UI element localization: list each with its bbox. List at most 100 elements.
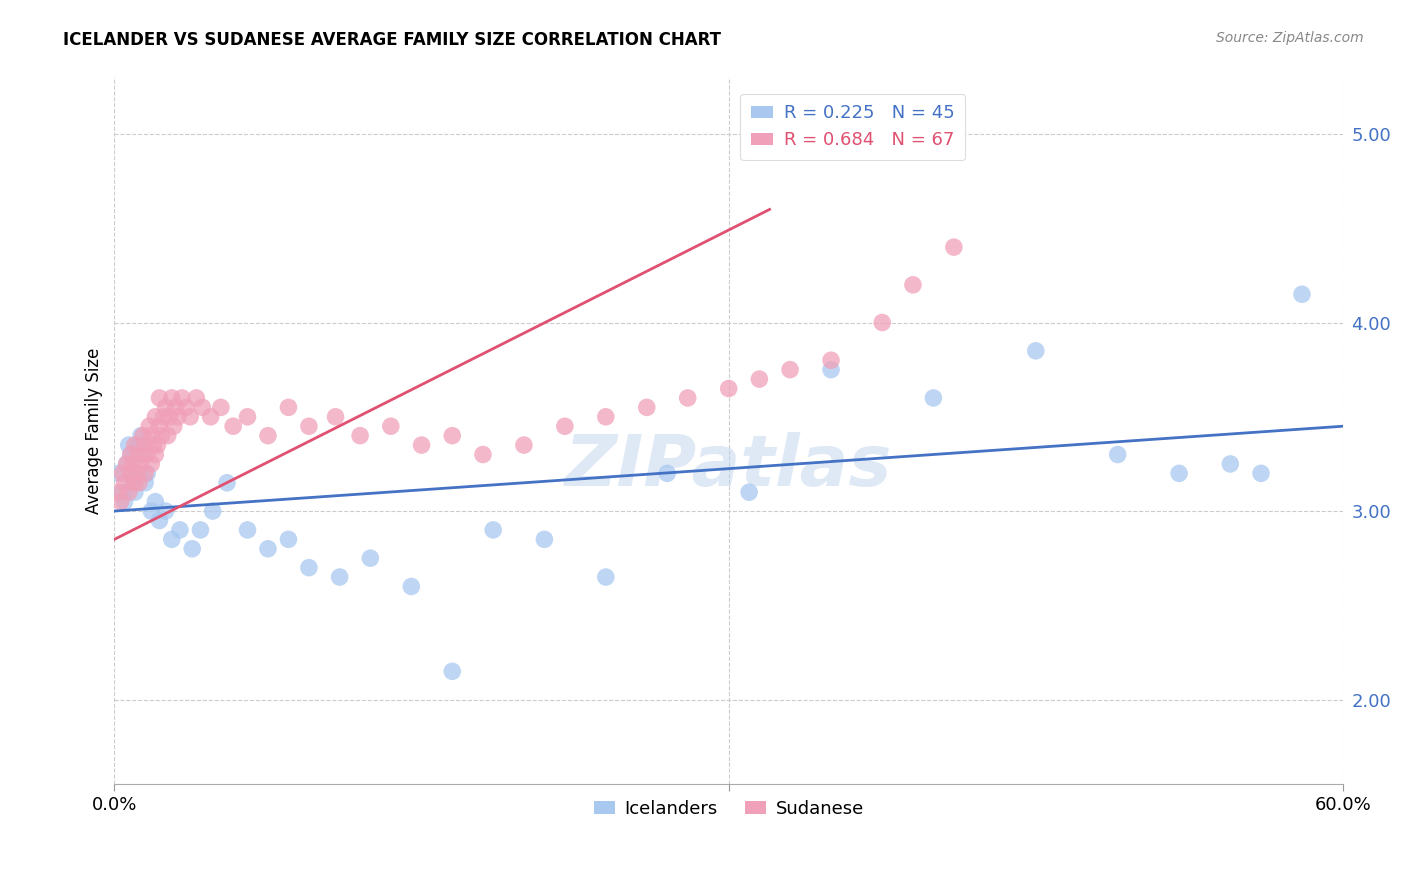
Point	[134, 467, 156, 481]
Point	[942, 240, 965, 254]
Point	[121, 475, 143, 490]
Point	[779, 362, 801, 376]
Point	[107, 485, 129, 500]
Point	[298, 419, 321, 434]
Point	[533, 533, 555, 547]
Point	[120, 467, 142, 481]
Point	[200, 409, 222, 424]
Point	[325, 409, 347, 424]
Point	[411, 438, 433, 452]
Point	[165, 401, 187, 415]
Point	[748, 372, 770, 386]
Point	[901, 277, 924, 292]
Point	[359, 551, 381, 566]
Point	[277, 401, 299, 415]
Point	[118, 438, 141, 452]
Text: ICELANDER VS SUDANESE AVERAGE FAMILY SIZE CORRELATION CHART: ICELANDER VS SUDANESE AVERAGE FAMILY SIZ…	[63, 31, 721, 49]
Point	[128, 475, 150, 490]
Point	[160, 533, 183, 547]
Point	[209, 401, 232, 415]
Point	[148, 514, 170, 528]
Point	[163, 419, 186, 434]
Point	[146, 438, 169, 452]
Point	[132, 428, 155, 442]
Point	[257, 428, 280, 442]
Point	[1107, 448, 1129, 462]
Point	[1219, 457, 1241, 471]
Point	[156, 428, 179, 442]
Point	[1250, 467, 1272, 481]
Point	[167, 409, 190, 424]
Point	[636, 401, 658, 415]
Point	[148, 391, 170, 405]
Point	[114, 475, 136, 490]
Point	[191, 401, 214, 415]
Point	[482, 523, 505, 537]
Point	[107, 467, 129, 481]
Point	[141, 457, 163, 471]
Point	[201, 504, 224, 518]
Point	[169, 523, 191, 537]
Point	[820, 353, 842, 368]
Point	[236, 523, 259, 537]
Point	[349, 428, 371, 442]
Point	[110, 494, 132, 508]
Point	[136, 448, 159, 462]
Point	[120, 448, 142, 462]
Point	[132, 448, 155, 462]
Point	[159, 409, 181, 424]
Point	[179, 409, 201, 424]
Point	[124, 438, 146, 452]
Point	[143, 494, 166, 508]
Point	[595, 570, 617, 584]
Point	[676, 391, 699, 405]
Point	[257, 541, 280, 556]
Point	[143, 448, 166, 462]
Point	[128, 438, 150, 452]
Point	[118, 485, 141, 500]
Point	[148, 419, 170, 434]
Point	[186, 391, 208, 405]
Point	[134, 475, 156, 490]
Point	[441, 665, 464, 679]
Point	[125, 467, 148, 481]
Point	[114, 494, 136, 508]
Point	[111, 485, 134, 500]
Point	[717, 382, 740, 396]
Point	[134, 438, 156, 452]
Point	[111, 467, 134, 481]
Point	[554, 419, 576, 434]
Point	[380, 419, 402, 434]
Point	[170, 391, 193, 405]
Point	[121, 457, 143, 471]
Point	[124, 475, 146, 490]
Point	[155, 504, 177, 518]
Point	[472, 448, 495, 462]
Point	[222, 419, 245, 434]
Point	[155, 401, 177, 415]
Text: Source: ZipAtlas.com: Source: ZipAtlas.com	[1216, 31, 1364, 45]
Point	[152, 409, 174, 424]
Point	[401, 579, 423, 593]
Point	[1168, 467, 1191, 481]
Y-axis label: Average Family Size: Average Family Size	[86, 348, 103, 514]
Point	[138, 419, 160, 434]
Point	[298, 560, 321, 574]
Point	[136, 467, 159, 481]
Point	[150, 428, 173, 442]
Point	[142, 438, 165, 452]
Point	[513, 438, 536, 452]
Point	[236, 409, 259, 424]
Point	[277, 533, 299, 547]
Point	[120, 448, 142, 462]
Point	[129, 457, 152, 471]
Point	[190, 523, 212, 537]
Point	[215, 475, 238, 490]
Point	[329, 570, 352, 584]
Point	[870, 316, 893, 330]
Legend: Icelanders, Sudanese: Icelanders, Sudanese	[586, 792, 870, 825]
Point	[174, 401, 197, 415]
Point	[128, 448, 150, 462]
Point	[1025, 343, 1047, 358]
Text: ZIPatlas: ZIPatlas	[565, 432, 893, 500]
